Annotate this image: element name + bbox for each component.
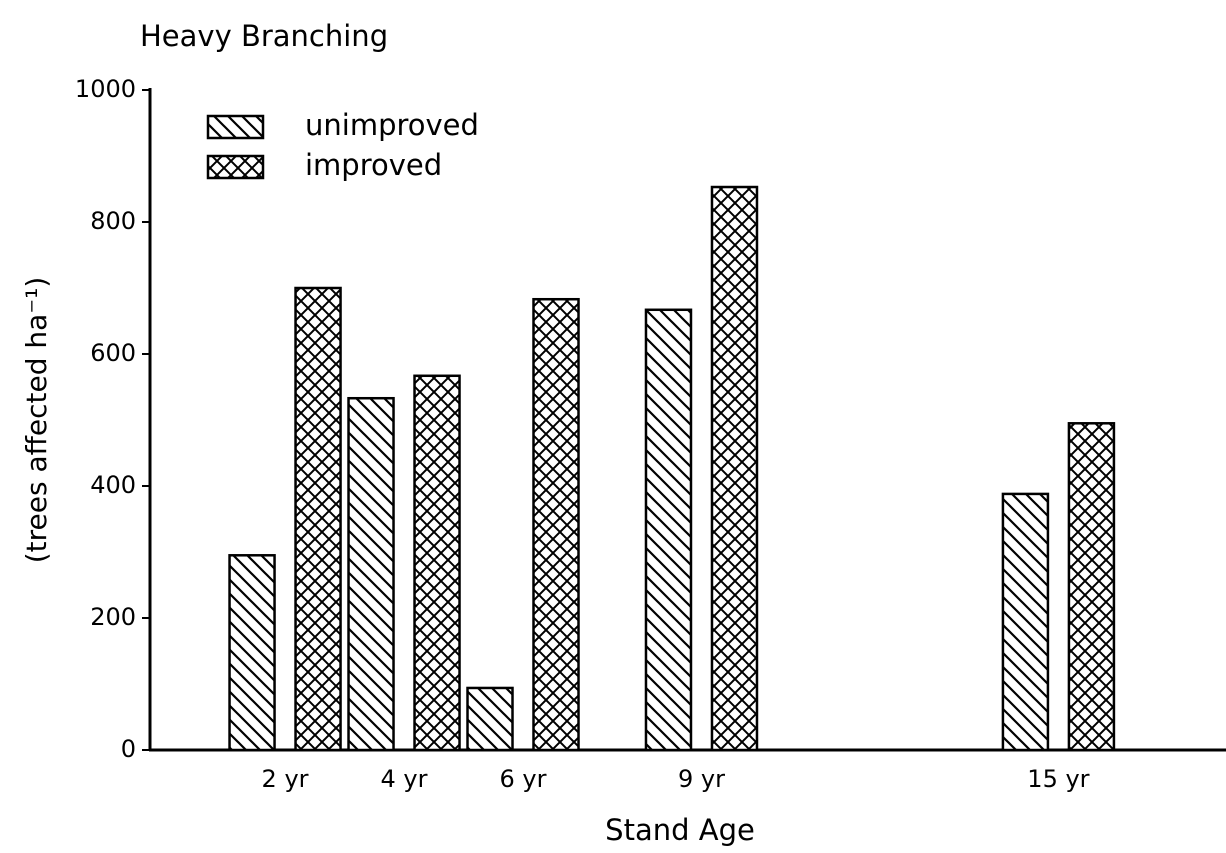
x-tick-label: 15 yr xyxy=(1027,765,1089,793)
x-tick-label: 4 yr xyxy=(381,765,428,793)
legend-swatch xyxy=(206,114,265,140)
bar xyxy=(1067,422,1116,752)
x-tick-label: 6 yr xyxy=(500,765,547,793)
bar xyxy=(644,308,693,752)
bar xyxy=(413,374,461,752)
bar xyxy=(1001,492,1050,752)
bar xyxy=(347,396,395,752)
bar xyxy=(532,297,580,752)
y-tick-label: 1000 xyxy=(75,75,136,103)
y-tick-label: 800 xyxy=(90,207,136,235)
y-tick-label: 200 xyxy=(90,603,136,631)
y-tick-label: 0 xyxy=(121,735,136,763)
legend-swatch xyxy=(206,154,265,180)
bar xyxy=(294,286,342,752)
x-axis-label: Stand Age xyxy=(605,813,755,847)
legend-label: unimproved xyxy=(305,108,479,142)
x-tick-label: 2 yr xyxy=(262,765,309,793)
legend-label: improved xyxy=(305,148,442,182)
x-tick-label: 9 yr xyxy=(678,765,725,793)
bar xyxy=(466,686,514,752)
y-tick-label: 400 xyxy=(90,471,136,499)
y-tick-label: 600 xyxy=(90,339,136,367)
chart-title: Heavy Branching xyxy=(140,19,388,53)
bar xyxy=(710,185,759,752)
y-axis-label: (trees affected ha⁻¹) xyxy=(20,277,53,564)
bar xyxy=(228,554,276,752)
